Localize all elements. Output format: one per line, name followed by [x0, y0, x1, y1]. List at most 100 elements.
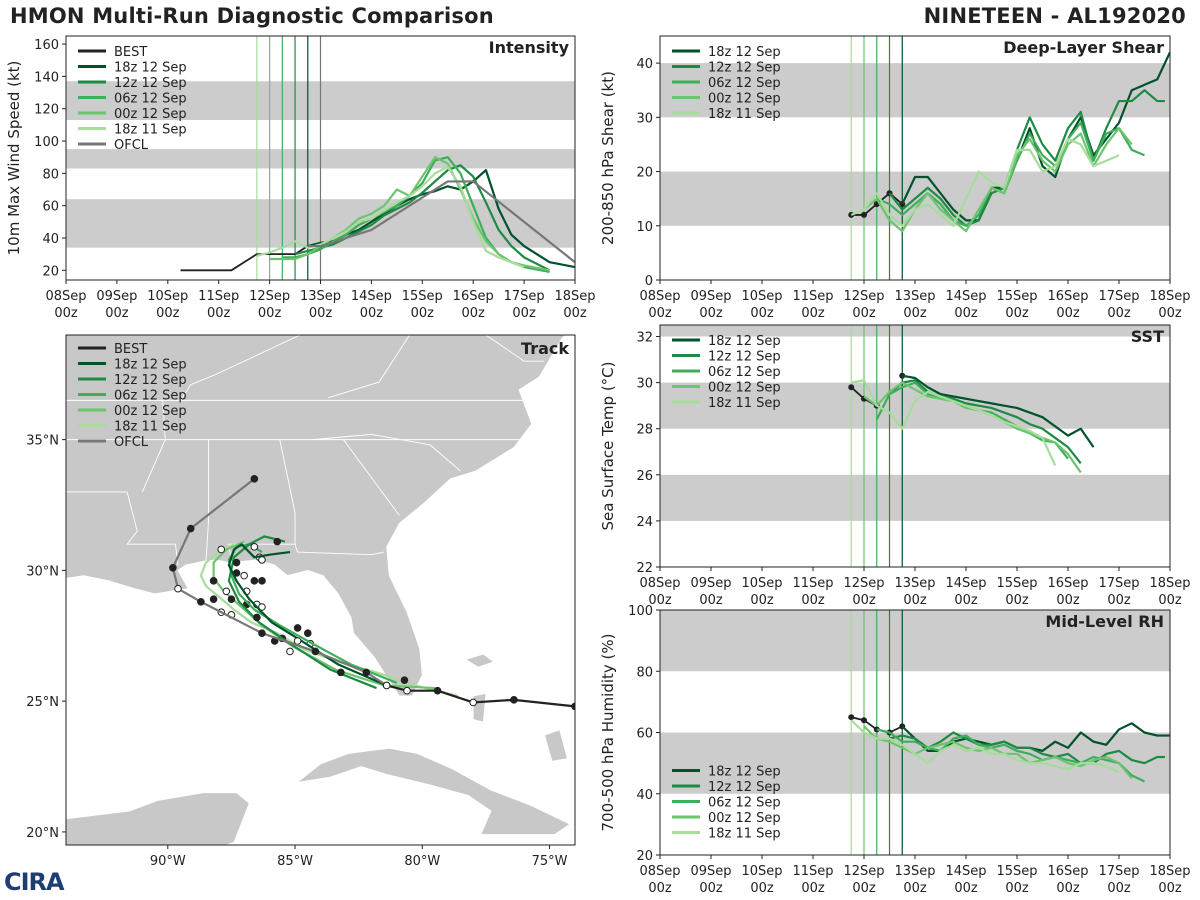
- series-line: [851, 379, 1057, 467]
- series-line: [889, 731, 1165, 765]
- y-tick-label: 30: [636, 111, 653, 126]
- threshold-band: [660, 63, 1170, 118]
- panel-title: Mid-Level RH: [1045, 612, 1164, 631]
- x-tick-label: 00z: [1005, 881, 1029, 896]
- y-tick-label: 20: [636, 166, 653, 181]
- x-tick-label: 14Sep: [945, 864, 986, 879]
- legend-label: 12z 12 Sep: [114, 373, 187, 388]
- cira-logo-text: CIRA: [4, 868, 65, 896]
- x-tick-label: 09Sep: [690, 576, 731, 591]
- threshold-band: [660, 474, 1170, 521]
- y-tick-label: 20: [636, 849, 653, 864]
- series-line: [888, 89, 1165, 227]
- track-plot-area: [66, 335, 575, 845]
- legend-label: 12z 12 Sep: [708, 780, 781, 795]
- x-tick-label: 00z: [1158, 593, 1182, 608]
- x-tick-label: 00z: [105, 306, 129, 321]
- y-axis-label: 10m Max Wind Speed (kt): [5, 61, 23, 256]
- track-point: [258, 629, 266, 637]
- x-tick-label: 00z: [903, 881, 927, 896]
- y-tick-label: 60: [42, 200, 59, 215]
- best-point: [861, 211, 867, 218]
- x-tick-label: 00z: [1056, 306, 1080, 321]
- x-tick-label: 14Sep: [351, 289, 392, 304]
- y-tick-label: 20°N: [26, 826, 59, 841]
- x-tick-label: 00z: [1107, 593, 1131, 608]
- x-tick-label: 15Sep: [996, 576, 1037, 591]
- x-tick-label: 00z: [360, 306, 384, 321]
- x-tick-label: 08Sep: [639, 864, 680, 879]
- track-point: [337, 668, 345, 677]
- best-point: [848, 714, 855, 721]
- x-tick-label: 00z: [801, 593, 825, 608]
- track-point: [400, 676, 409, 685]
- bahamas-island: [464, 653, 495, 668]
- x-tick-label: 15Sep: [402, 289, 443, 304]
- x-tick-label: 10Sep: [741, 289, 782, 304]
- x-tick-label: 12Sep: [843, 864, 884, 879]
- track-point: [258, 556, 266, 564]
- track-point: [403, 686, 411, 695]
- legend-label: 00z 12 Sep: [708, 811, 781, 826]
- track-point: [382, 681, 391, 690]
- legend-label: 06z 12 Sep: [708, 76, 781, 91]
- series-line: [307, 180, 575, 264]
- legend-label: 00z 12 Sep: [708, 381, 781, 396]
- x-tick-label: 13Sep: [894, 864, 935, 879]
- track-point: [250, 543, 259, 551]
- x-tick-label: 00z: [411, 306, 435, 321]
- rh-plot-area: [660, 610, 1170, 855]
- track-point: [258, 577, 266, 585]
- state-boundary: [343, 439, 400, 516]
- state-boundary: [328, 335, 410, 399]
- y-tick-label: 160: [34, 38, 59, 53]
- x-tick-label: 00z: [648, 306, 672, 321]
- threshold-band: [660, 325, 1170, 337]
- x-tick-label: 16Sep: [453, 289, 494, 304]
- x-tick-label: 00z: [1056, 593, 1080, 608]
- y-tick-label: 20: [42, 264, 59, 279]
- x-tick-label: 00z: [801, 306, 825, 321]
- y-tick-label: 100: [34, 135, 59, 150]
- x-tick-label: 16Sep: [1047, 576, 1088, 591]
- legend-label: BEST: [114, 342, 147, 357]
- panel-title: SST: [1131, 327, 1164, 346]
- x-tick-label: 13Sep: [300, 289, 341, 304]
- y-tick-label: 35°N: [26, 434, 59, 449]
- track-point: [571, 702, 575, 711]
- track-point: [222, 587, 231, 596]
- x-tick-label: 11Sep: [792, 864, 833, 879]
- x-tick-label: 00z: [801, 881, 825, 896]
- track-point: [250, 475, 259, 483]
- track-point: [227, 595, 236, 603]
- legend-label: 12z 12 Sep: [708, 350, 781, 365]
- x-tick-label: 13Sep: [894, 576, 935, 591]
- x-tick-label: 00z: [903, 593, 927, 608]
- x-tick-label: 18Sep: [1149, 864, 1190, 879]
- state-boundary: [294, 544, 385, 556]
- state-boundary: [180, 335, 301, 401]
- x-tick-label: 00z: [462, 306, 486, 321]
- x-tick-label: 12Sep: [843, 576, 884, 591]
- track-point: [311, 647, 320, 656]
- legend-label: 18z 11 Sep: [114, 123, 187, 138]
- y-tick-label: 100: [628, 604, 653, 619]
- x-tick-label: 00z: [1158, 306, 1182, 321]
- x-tick-label: 10Sep: [741, 576, 782, 591]
- cuba-landmass: [296, 747, 571, 835]
- track-point: [258, 603, 266, 611]
- legend-label: 18z 12 Sep: [114, 358, 187, 373]
- legend-label: 12z 12 Sep: [708, 61, 781, 76]
- x-tick-label: 12Sep: [843, 289, 884, 304]
- x-tick-label: 10Sep: [147, 289, 188, 304]
- best-point: [848, 384, 855, 391]
- track-point: [174, 584, 182, 593]
- y-tick-label: 40: [636, 788, 653, 803]
- x-tick-label: 85°W: [277, 854, 313, 869]
- track-point: [217, 545, 226, 554]
- y-tick-label: 32: [636, 331, 653, 346]
- bahamas-island: [543, 729, 568, 762]
- x-tick-label: 00z: [258, 306, 282, 321]
- y-tick-label: 24: [636, 515, 653, 530]
- x-tick-label: 14Sep: [945, 576, 986, 591]
